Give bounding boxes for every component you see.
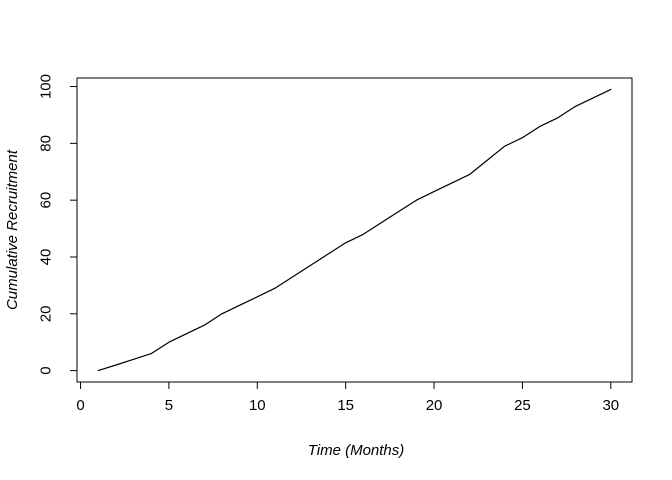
x-axis: 0 5 10 15 20 25 30 [76,382,619,414]
x-axis-title: Time (Months) [308,442,405,459]
y-tick-label: 100 [38,74,55,99]
x-tick-label: 0 [76,397,84,414]
x-tick-label: 15 [337,397,354,414]
y-tick-label: 0 [38,366,55,374]
x-tick-label: 10 [249,397,266,414]
series-line [97,88,612,372]
x-tick-label: 25 [514,397,531,414]
y-tick-label: 80 [38,135,55,152]
x-tick-label: 30 [602,397,619,414]
x-tick-label: 5 [165,397,173,414]
y-tick-label: 20 [38,305,55,322]
y-tick-label: 60 [38,192,55,209]
plot-area-border [76,77,633,383]
y-tick-label: 40 [38,249,55,266]
x-tick-label: 20 [426,397,443,414]
y-axis-title: Cumulative Recruitment [4,149,21,310]
y-axis: 0 20 40 60 80 100 [38,74,77,375]
